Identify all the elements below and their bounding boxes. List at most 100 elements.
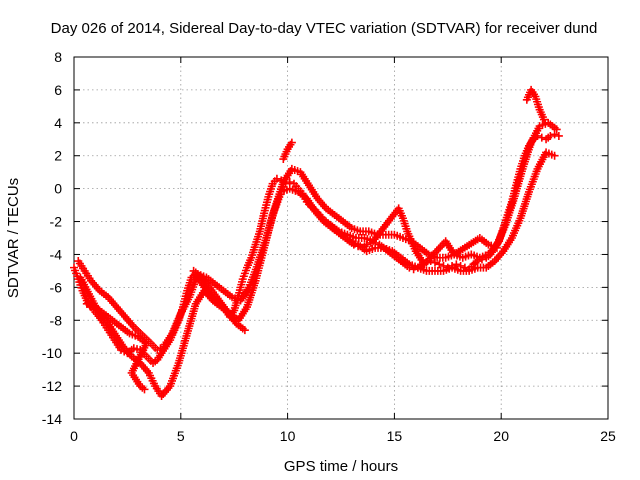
y-tick-label: -14 xyxy=(42,411,62,427)
data-point-interp xyxy=(97,308,106,317)
data-point-interp xyxy=(403,258,412,267)
data-point-interp xyxy=(259,246,268,255)
data-point-interp xyxy=(238,277,247,286)
data-point-interp xyxy=(83,287,92,296)
data-point-interp xyxy=(282,147,291,156)
data-point-interp xyxy=(300,192,309,201)
y-tick-label: -10 xyxy=(42,345,62,361)
data-point-interp xyxy=(500,223,509,232)
data-point-interp xyxy=(241,266,250,275)
data-point-interp xyxy=(526,140,535,149)
data-point-interp xyxy=(278,180,287,189)
data-point-interp xyxy=(88,302,97,311)
data-point-interp xyxy=(332,225,341,234)
data-point-interp xyxy=(133,345,142,354)
data-point-interp xyxy=(106,314,115,323)
series-main-track xyxy=(70,130,563,368)
data-point-interp xyxy=(353,226,362,235)
data-point-interp xyxy=(320,202,329,211)
data-point-interp xyxy=(444,241,453,250)
data-point-interp xyxy=(349,232,358,241)
data-point xyxy=(452,260,461,269)
data-point-interp xyxy=(125,350,134,359)
data-point-interp xyxy=(396,232,405,241)
data-point-interp xyxy=(217,285,226,294)
data-point-interp xyxy=(345,222,354,231)
data-point-interp xyxy=(482,238,491,247)
data-point-interp xyxy=(340,229,349,238)
x-axis-label: GPS time / hours xyxy=(284,458,398,475)
data-point-interp xyxy=(156,351,165,360)
data-point-interp xyxy=(462,266,471,275)
data-point-interp xyxy=(534,103,543,112)
data-point-interp xyxy=(186,276,195,285)
data-point-interp xyxy=(259,211,268,220)
data-point-interp xyxy=(497,249,506,258)
x-tick-labels: 0 5 10 15 20 25 xyxy=(70,428,616,444)
data-point-interp xyxy=(241,305,250,314)
data-point-interp xyxy=(366,236,375,245)
x-tick-label: 10 xyxy=(280,428,296,444)
data-point-interp xyxy=(402,224,411,233)
data-point-interp xyxy=(276,190,285,199)
data-point-interp xyxy=(436,266,445,275)
x-tick-label: 0 xyxy=(70,428,78,444)
data-point-interp xyxy=(128,320,137,329)
data-point-interp xyxy=(134,379,143,388)
data-point-interp xyxy=(191,302,200,311)
data-point-interp xyxy=(225,291,234,300)
data-point-interp xyxy=(361,227,370,236)
y-tick-label: 8 xyxy=(54,49,62,65)
data-point-interp xyxy=(123,327,132,336)
y-tick-labels: -14 -12 -10 -8 -6 -4 -2 0 2 4 6 8 xyxy=(42,49,62,427)
data-point-interp xyxy=(509,196,518,205)
data-point-interp xyxy=(312,192,321,201)
data-point-interp xyxy=(114,321,123,330)
data-point-interp xyxy=(506,236,515,245)
data-point-interp xyxy=(538,113,547,122)
data-point-interp xyxy=(517,167,526,176)
data-points xyxy=(70,85,563,400)
data-point-interp xyxy=(481,251,490,260)
y-tick-label: -4 xyxy=(50,246,63,262)
data-point-interp xyxy=(196,271,205,280)
data-point-interp xyxy=(490,242,499,251)
y-tick-label: 6 xyxy=(54,82,62,98)
tick-marks xyxy=(73,56,609,420)
data-point-interp xyxy=(470,264,479,273)
data-point-interp xyxy=(410,244,419,253)
data-point-interp xyxy=(175,312,184,321)
series-upper-envelope xyxy=(74,118,561,354)
data-point-interp xyxy=(550,123,559,132)
data-point-interp xyxy=(534,124,543,133)
data-point-interp xyxy=(233,295,242,304)
data-point-interp xyxy=(267,182,276,191)
data-point-interp xyxy=(250,243,259,252)
data-point-interp xyxy=(93,284,102,293)
data-point-interp xyxy=(286,140,295,149)
data-point-interp xyxy=(164,384,173,393)
y-axis-label: SDTVAR / TECUs xyxy=(5,178,22,298)
data-point-interp xyxy=(109,327,118,336)
data-point-interp xyxy=(263,195,272,204)
data-point-interp xyxy=(151,357,160,366)
data-point-interp xyxy=(394,252,403,261)
y-tick-label: 4 xyxy=(54,115,62,131)
y-tick-label: 0 xyxy=(54,181,62,197)
data-point-interp xyxy=(117,340,126,349)
data-point-interp xyxy=(85,274,94,283)
data-point-interp xyxy=(149,379,158,388)
data-point-interp xyxy=(250,279,259,288)
data-point-interp xyxy=(156,344,165,353)
x-tick-label: 25 xyxy=(600,428,616,444)
data-point-interp xyxy=(453,265,462,274)
data-point-interp xyxy=(515,216,524,225)
y-tick-label: 2 xyxy=(54,148,62,164)
data-point-interp xyxy=(166,331,175,340)
data-point-interp xyxy=(524,190,533,199)
data-point-interp xyxy=(184,295,193,304)
data-point-interp xyxy=(547,150,556,159)
y-tick-label: -8 xyxy=(50,312,63,328)
data-point-interp xyxy=(488,258,497,267)
